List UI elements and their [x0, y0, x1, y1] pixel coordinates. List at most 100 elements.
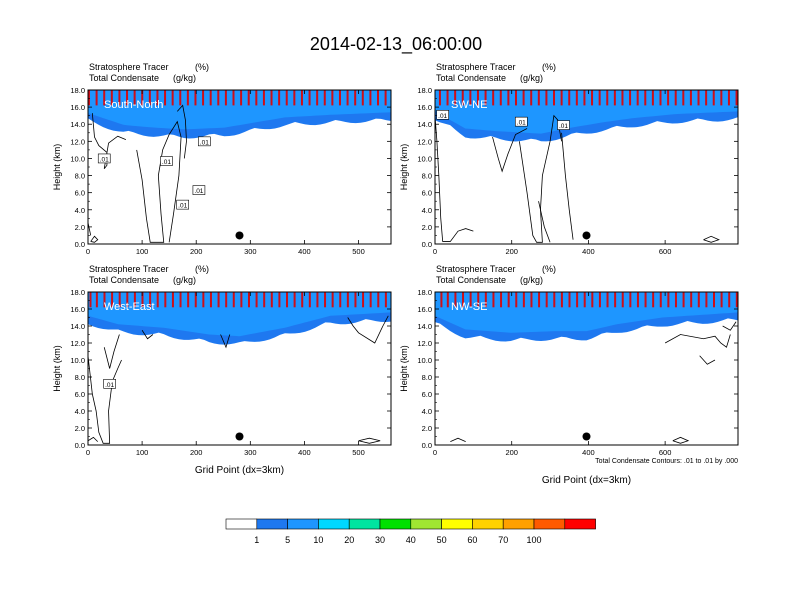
tracer-stripe: [171, 90, 174, 106]
tracer-stripe: [697, 90, 700, 106]
x-tick-label: 400: [582, 448, 595, 457]
panel-nw-se: Stratosphere Tracer (%) Total Condensate…: [399, 264, 739, 486]
tracer-stripe: [636, 292, 639, 308]
tracer-stripe: [240, 90, 243, 106]
tracer-band: [435, 90, 738, 134]
tracer-stripe: [202, 90, 205, 106]
y-tick-label: 4.0: [422, 206, 432, 215]
x-tick-label: 200: [190, 448, 203, 457]
tracer-stripe: [293, 292, 296, 308]
tracer-stripe: [285, 90, 288, 106]
y-tick-label: 18.0: [70, 86, 85, 95]
tracer-stripe: [484, 90, 487, 106]
tracer-stripe: [278, 292, 281, 308]
tracer-stripe: [164, 292, 167, 308]
condensate-contour: [90, 235, 99, 243]
y-tick-label: 8.0: [422, 373, 432, 382]
colorbar-label: 60: [467, 535, 477, 545]
tracer-stripe: [377, 292, 380, 308]
tracer-stripe: [133, 292, 136, 308]
tracer-stripe: [598, 90, 601, 106]
tracer-stripe: [476, 90, 479, 106]
tracer-stripe: [141, 292, 144, 308]
condensate-contour: [347, 315, 389, 344]
x-tick-label: 100: [136, 247, 149, 256]
tracer-stripe: [133, 90, 136, 106]
x-tick-label: 200: [505, 448, 518, 457]
tracer-stripe: [324, 292, 327, 308]
x-tick-label: 500: [352, 448, 365, 457]
x-axis-label: Grid Point (dx=3km): [542, 475, 631, 486]
tracer-stripe: [484, 292, 487, 308]
tracer-stripe: [500, 292, 503, 308]
tracer-stripe: [354, 90, 357, 106]
tracer-stripe: [301, 292, 304, 308]
tracer-stripe: [712, 90, 715, 106]
tracer-stripe: [209, 90, 212, 106]
tracer-stripe: [263, 292, 266, 308]
tracer-stripe: [469, 292, 472, 308]
y-axis-label: Height (km): [399, 345, 409, 392]
y-tick-label: 12.0: [70, 137, 85, 146]
tracer-stripe: [316, 292, 319, 308]
panel-field-units: (%): [542, 62, 556, 72]
tracer-stripe: [705, 292, 708, 308]
tracer-stripe: [438, 90, 441, 106]
tracer-stripe: [507, 292, 510, 308]
tracer-stripe: [171, 292, 174, 308]
colorbar-swatch: [502, 518, 535, 530]
y-axis-label: Height (km): [52, 144, 62, 191]
tracer-stripe: [103, 90, 106, 106]
condensate-contour: [703, 235, 720, 243]
tracer-stripe: [323, 90, 326, 106]
condensate-contour: [220, 334, 231, 349]
tracer-stripe: [369, 90, 372, 106]
tracer-stripe: [217, 292, 220, 308]
tracer-stripe: [232, 90, 235, 106]
x-tick-label: 300: [244, 448, 257, 457]
tracer-stripe: [538, 292, 541, 308]
tracer-stripe: [560, 90, 563, 106]
tracer-stripe: [446, 90, 449, 106]
colorbar-label: 30: [375, 535, 385, 545]
tracer-stripe: [270, 90, 273, 106]
panel-field-units: (%): [195, 62, 209, 72]
tracer-stripe: [690, 292, 693, 308]
tracer-stripe: [530, 90, 533, 106]
colorbar-label: 50: [437, 535, 447, 545]
tracer-stripe: [361, 90, 364, 106]
tracer-stripe: [530, 292, 533, 308]
condensate-contour: [358, 437, 381, 444]
tracer-stripe: [164, 90, 167, 106]
colorbar-swatch: [256, 518, 288, 530]
tracer-stripe: [659, 90, 662, 106]
y-tick-label: 4.0: [75, 206, 85, 215]
panel-contour-title: Total Condensate: [89, 275, 159, 285]
tracer-stripe: [440, 292, 443, 308]
colorbar-swatch: [225, 518, 258, 530]
y-tick-label: 12.0: [70, 339, 85, 348]
y-tick-label: 14.0: [417, 322, 432, 331]
y-tick-label: 2.0: [422, 424, 432, 433]
y-tick-label: 16.0: [417, 103, 432, 112]
y-tick-label: 14.0: [70, 322, 85, 331]
contour-label: .01: [200, 139, 209, 146]
tracer-stripe: [461, 90, 464, 106]
tracer-band: [88, 90, 391, 130]
contour-label-box: [160, 156, 173, 166]
colorbar-label: 40: [406, 535, 416, 545]
tracer-stripe: [186, 90, 189, 106]
x-tick-label: 600: [659, 247, 672, 256]
tracer-stripe: [598, 292, 601, 308]
y-tick-label: 8.0: [422, 172, 432, 181]
contour-label: .01: [162, 159, 171, 166]
figure-title: 2014-02-13_06:00:00: [310, 34, 482, 55]
tracer-stripe: [636, 90, 639, 106]
tracer-stripe: [735, 292, 738, 308]
tracer-stripe: [278, 90, 281, 106]
tracer-band: [88, 292, 391, 337]
tracer-stripe: [606, 90, 609, 106]
y-tick-label: 6.0: [422, 390, 432, 399]
y-tick-label: 0.0: [75, 240, 85, 249]
tracer-stripe: [156, 90, 159, 106]
